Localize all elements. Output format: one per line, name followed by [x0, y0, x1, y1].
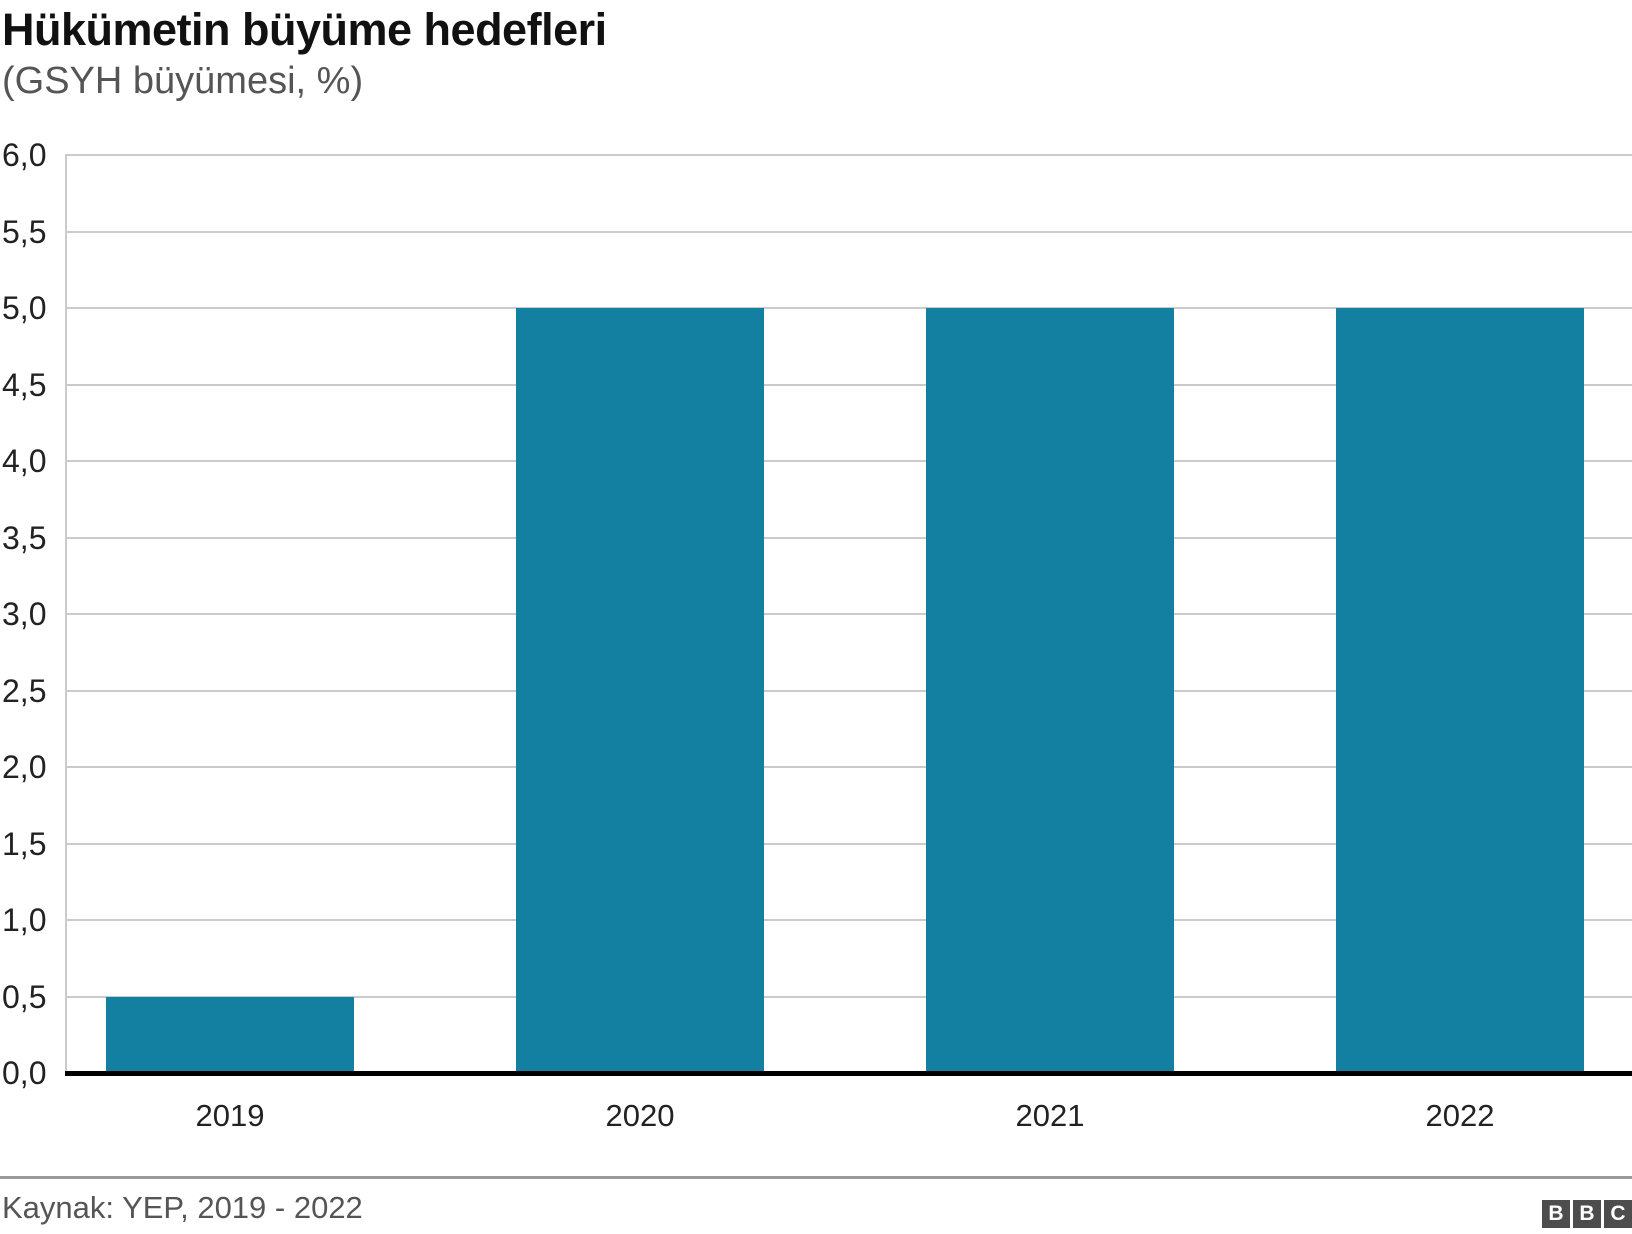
- y-axis-tick-label: 5,0: [2, 290, 47, 326]
- y-axis-line: [65, 155, 67, 1073]
- y-axis-tick-label: 2,5: [2, 672, 47, 709]
- y-axis-tick-label: 4,5: [2, 366, 47, 403]
- y-gridline: [65, 995, 1632, 998]
- y-gridline: [65, 689, 1632, 692]
- y-gridline: [65, 154, 1632, 156]
- y-gridline: [65, 460, 1632, 462]
- source-caption: Kaynak: YEP, 2019 - 2022: [2, 1190, 363, 1225]
- bar-2021: [926, 308, 1174, 1073]
- bbc-logo-block: B: [1542, 1200, 1570, 1228]
- y-gridline: [65, 307, 1632, 309]
- y-axis-tick-label: 3,0: [2, 596, 47, 632]
- x-axis-tick-label: 2021: [1015, 1098, 1085, 1133]
- y-axis-tick-label: 3,5: [2, 519, 47, 556]
- y-gridline: [65, 613, 1632, 615]
- bbc-logo-block: B: [1573, 1200, 1601, 1228]
- y-axis-tick-label: 2,0: [2, 749, 47, 785]
- y-gridline: [65, 230, 1632, 233]
- y-axis-tick-label: 0,0: [2, 1055, 47, 1091]
- y-gridline: [65, 383, 1632, 386]
- y-axis-tick-label: 0,5: [2, 978, 47, 1015]
- y-axis-tick-label: 6,0: [2, 137, 47, 173]
- y-axis-tick-label: 1,5: [2, 825, 47, 862]
- x-axis-tick-label: 2020: [605, 1098, 675, 1133]
- y-axis-tick-label: 1,0: [2, 902, 47, 938]
- x-axis-tick-label: 2022: [1425, 1098, 1495, 1133]
- y-axis-tick-label: 5,5: [2, 213, 47, 250]
- footer-divider: [0, 1176, 1632, 1179]
- chart-title: Hükümetin büyüme hedefleri: [2, 4, 607, 55]
- y-gridline: [65, 766, 1632, 768]
- bar-2022: [1336, 308, 1584, 1073]
- bar-2019: [106, 996, 354, 1073]
- x-axis-tick-label: 2019: [195, 1098, 265, 1133]
- bar-2020: [516, 308, 764, 1073]
- bbc-logo-block: C: [1604, 1200, 1632, 1228]
- x-axis-baseline: [65, 1071, 1632, 1076]
- y-gridline: [65, 536, 1632, 539]
- chart-subtitle: (GSYH büyümesi, %): [2, 60, 364, 102]
- y-gridline: [65, 919, 1632, 921]
- y-gridline: [65, 842, 1632, 845]
- y-axis-tick-label: 4,0: [2, 443, 47, 479]
